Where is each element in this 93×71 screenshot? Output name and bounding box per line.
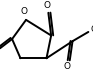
Text: O: O — [21, 7, 28, 16]
Text: O: O — [43, 1, 50, 10]
Text: O: O — [63, 62, 70, 71]
Text: Cl: Cl — [90, 25, 93, 34]
